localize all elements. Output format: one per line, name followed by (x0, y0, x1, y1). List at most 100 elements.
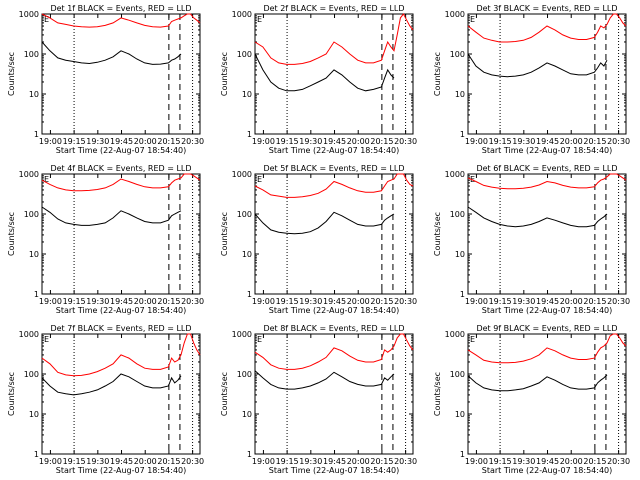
y-tick-label: 1 (34, 290, 39, 299)
y-tick-label: 1 (460, 290, 465, 299)
corner-symbol: E (257, 15, 262, 24)
y-tick-label: 1000 (232, 170, 252, 179)
x-axis-label: Start Time (22-Aug-07 18:54:40) (482, 306, 613, 315)
x-tick-label: 20:30 (607, 297, 630, 306)
plot-title: Det 5f BLACK = Events, RED = LLD (263, 164, 404, 173)
detector-panel: Det 8f BLACK = Events, RED = LLD 1 10 100 10… (220, 324, 417, 475)
corner-symbol: E (257, 335, 262, 344)
x-axis-label: Start Time (22-Aug-07 18:54:40) (269, 306, 400, 315)
x-tick-label: 19:45 (110, 297, 133, 306)
x-tick-label: 19:30 (86, 137, 109, 146)
x-tick-label: 19:00 (39, 137, 62, 146)
x-tick-label: 19:45 (323, 137, 346, 146)
x-tick-label: 19:15 (276, 457, 299, 466)
x-tick-label: 20:00 (560, 457, 583, 466)
y-tick-label: 1 (460, 450, 465, 459)
x-tick-label: 19:45 (536, 137, 559, 146)
series-lld-line (41, 333, 201, 377)
x-tick-label: 19:30 (512, 137, 535, 146)
x-tick-label: 20:15 (370, 137, 393, 146)
x-tick-label: 19:30 (299, 297, 322, 306)
x-tick-label: 20:30 (607, 457, 630, 466)
x-tick-label: 19:00 (465, 457, 488, 466)
series-lld-line (467, 13, 627, 43)
plot-title: Det 6f BLACK = Events, RED = LLD (476, 164, 617, 173)
x-tick-label: 19:15 (276, 297, 299, 306)
x-tick-label: 19:15 (276, 137, 299, 146)
y-tick-label: 1000 (19, 170, 39, 179)
detector-panel: Det 1f BLACK = Events, RED = LLD 1 10 100 10… (7, 4, 204, 155)
x-axis-label: Start Time (22-Aug-07 18:54:40) (482, 466, 613, 475)
x-axis-label: Start Time (22-Aug-07 18:54:40) (269, 146, 400, 155)
detector-panel: Det 4f BLACK = Events, RED = LLD 1 10 100 10… (7, 164, 204, 315)
x-tick-label: 20:15 (370, 457, 393, 466)
y-tick-label: 1000 (19, 10, 39, 19)
x-tick-label: 19:45 (536, 297, 559, 306)
x-tick-label: 19:30 (512, 297, 535, 306)
x-tick-label: 20:30 (607, 137, 630, 146)
y-axis-label: Counts/sec (7, 52, 16, 96)
y-tick-label: 1000 (445, 10, 465, 19)
series-lld-line (254, 13, 414, 65)
series-lld-line (254, 333, 414, 370)
y-tick-label: 1000 (232, 330, 252, 339)
x-axis-label: Start Time (22-Aug-07 18:54:40) (56, 146, 187, 155)
x-tick-label: 19:30 (86, 297, 109, 306)
x-tick-label: 19:45 (110, 137, 133, 146)
corner-symbol: E (257, 175, 262, 184)
y-tick-label: 10 (29, 90, 39, 99)
y-tick-label: 1000 (445, 330, 465, 339)
y-axis-label: Counts/sec (433, 52, 442, 96)
plot-frame (467, 333, 627, 455)
plot-title: Det 3f BLACK = Events, RED = LLD (476, 4, 617, 13)
plot-title: Det 8f BLACK = Events, RED = LLD (263, 324, 404, 333)
plot-frame (254, 173, 414, 295)
series-events-line (41, 206, 182, 226)
plot-frame (254, 333, 414, 455)
y-tick-label: 100 (450, 370, 465, 379)
corner-symbol: E (44, 335, 49, 344)
x-tick-label: 19:45 (323, 297, 346, 306)
y-tick-label: 100 (24, 370, 39, 379)
x-tick-label: 19:30 (299, 137, 322, 146)
series-events-line (467, 206, 608, 228)
series-lld-line (467, 173, 627, 190)
plot-frame (467, 13, 627, 135)
y-tick-label: 10 (29, 410, 39, 419)
plot-frame (467, 173, 627, 295)
y-tick-label: 10 (242, 90, 252, 99)
plot-frame (41, 13, 201, 135)
x-tick-label: 20:00 (347, 457, 370, 466)
plot-title: Det 1f BLACK = Events, RED = LLD (50, 4, 191, 13)
plot-title: Det 4f BLACK = Events, RED = LLD (50, 164, 191, 173)
y-tick-label: 10 (242, 410, 252, 419)
x-tick-label: 19:15 (489, 137, 512, 146)
y-axis-label: Counts/sec (433, 212, 442, 256)
x-tick-label: 20:30 (394, 137, 417, 146)
y-tick-label: 10 (29, 250, 39, 259)
y-tick-label: 1000 (445, 170, 465, 179)
detector-panel: Det 5f BLACK = Events, RED = LLD 1 10 100 10… (220, 164, 417, 315)
detector-panel: Det 3f BLACK = Events, RED = LLD 1 10 100 10… (433, 4, 630, 155)
series-events-line (41, 373, 182, 396)
x-tick-label: 19:15 (489, 457, 512, 466)
series-lld-line (254, 173, 414, 198)
x-tick-label: 19:30 (512, 457, 535, 466)
y-tick-label: 1 (247, 450, 252, 459)
x-tick-label: 19:45 (536, 457, 559, 466)
y-axis-label: Counts/sec (433, 372, 442, 416)
y-tick-label: 100 (450, 50, 465, 59)
detector-panel: Det 9f BLACK = Events, RED = LLD 1 10 100 10… (433, 324, 630, 475)
x-tick-label: 20:30 (394, 297, 417, 306)
x-axis-label: Start Time (22-Aug-07 18:54:40) (56, 306, 187, 315)
x-tick-label: 20:30 (181, 297, 204, 306)
plot-title: Det 2f BLACK = Events, RED = LLD (263, 4, 404, 13)
plot-title: Det 9f BLACK = Events, RED = LLD (476, 324, 617, 333)
y-tick-label: 1 (247, 290, 252, 299)
x-tick-label: 19:00 (39, 297, 62, 306)
x-tick-label: 19:15 (489, 297, 512, 306)
y-tick-label: 1000 (19, 330, 39, 339)
x-tick-label: 20:15 (157, 137, 180, 146)
